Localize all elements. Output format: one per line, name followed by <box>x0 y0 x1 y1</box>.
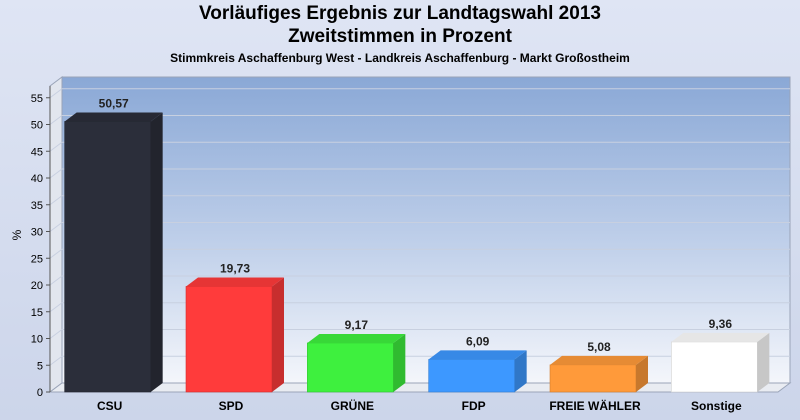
gridline-diagonal <box>49 248 63 259</box>
gridline-diagonal <box>49 115 63 125</box>
y-tick-label: 30 <box>31 227 43 239</box>
bar-freie-wähler <box>549 355 648 393</box>
bar-front <box>671 341 758 393</box>
bar-top <box>307 333 406 343</box>
plot-back-wall <box>61 76 791 384</box>
gridline-diagonal <box>49 355 63 366</box>
bar-sonstige <box>671 332 770 393</box>
chart-titles: Vorläufiges Ergebnis zur Landtagswahl 20… <box>0 2 800 66</box>
value-label: 50,57 <box>99 96 129 110</box>
gridline-diagonal <box>49 329 63 339</box>
bar-side <box>636 355 648 392</box>
y-tick-label: 5 <box>37 360 43 372</box>
y-tick-label: 20 <box>31 280 43 292</box>
gridline-diagonal <box>49 88 63 99</box>
bar-side <box>514 350 527 392</box>
category-label: FDP <box>462 399 486 413</box>
bar-top <box>186 277 284 287</box>
bar-top <box>64 112 163 122</box>
y-tick-label: 15 <box>31 307 43 319</box>
y-tick-label: 40 <box>31 173 43 185</box>
value-label: 6,09 <box>466 334 490 348</box>
bar-front <box>185 286 273 393</box>
y-tick-label: 55 <box>31 93 43 105</box>
bar-front <box>549 364 637 393</box>
y-axis-label: % <box>10 229 24 240</box>
y-tick-label: 35 <box>31 200 43 212</box>
bar-top <box>428 350 527 360</box>
gridline-diagonal <box>49 222 63 232</box>
category-label: Sonstige <box>691 399 742 413</box>
bar-fdp <box>428 350 527 393</box>
chart-title: Vorläufiges Ergebnis zur Landtagswahl 20… <box>199 3 601 24</box>
y-tick-label: 0 <box>37 387 43 399</box>
plot-left-wall <box>49 76 63 393</box>
category-label: CSU <box>97 399 122 413</box>
gridline-diagonal <box>49 141 63 152</box>
value-label: 19,73 <box>220 261 250 275</box>
value-label: 9,36 <box>709 317 733 331</box>
bar-top <box>550 355 648 365</box>
bar-side <box>393 333 406 392</box>
bar-grüne <box>307 333 406 393</box>
bar-front <box>428 359 515 393</box>
bar-side <box>757 332 770 392</box>
bar-spd <box>185 277 284 393</box>
y-tick-label: 45 <box>31 146 43 158</box>
category-label: SPD <box>219 399 244 413</box>
chart-subtitle: Stimmkreis Aschaffenburg West - Landkrei… <box>170 51 630 65</box>
gridline-diagonal <box>49 275 63 286</box>
gridline-diagonal <box>49 302 63 313</box>
bar-front <box>64 121 151 393</box>
value-label: 9,17 <box>345 318 369 332</box>
category-label: FREIE WÄHLER <box>549 398 641 413</box>
category-label: GRÜNE <box>331 398 374 413</box>
bar-side <box>150 112 163 392</box>
gridline-diagonal <box>49 168 63 179</box>
y-tick-label: 25 <box>31 253 43 265</box>
y-tick-label: 10 <box>31 334 43 346</box>
bar-csu <box>64 112 163 393</box>
bar-side <box>272 277 284 392</box>
gridline-diagonal <box>49 195 63 206</box>
y-tick-label: 50 <box>31 120 43 132</box>
bar-top <box>671 332 770 342</box>
value-label: 5,08 <box>587 340 611 354</box>
bar-front <box>307 342 394 393</box>
chart-title-2: Zweitstimmen in Prozent <box>288 26 512 47</box>
